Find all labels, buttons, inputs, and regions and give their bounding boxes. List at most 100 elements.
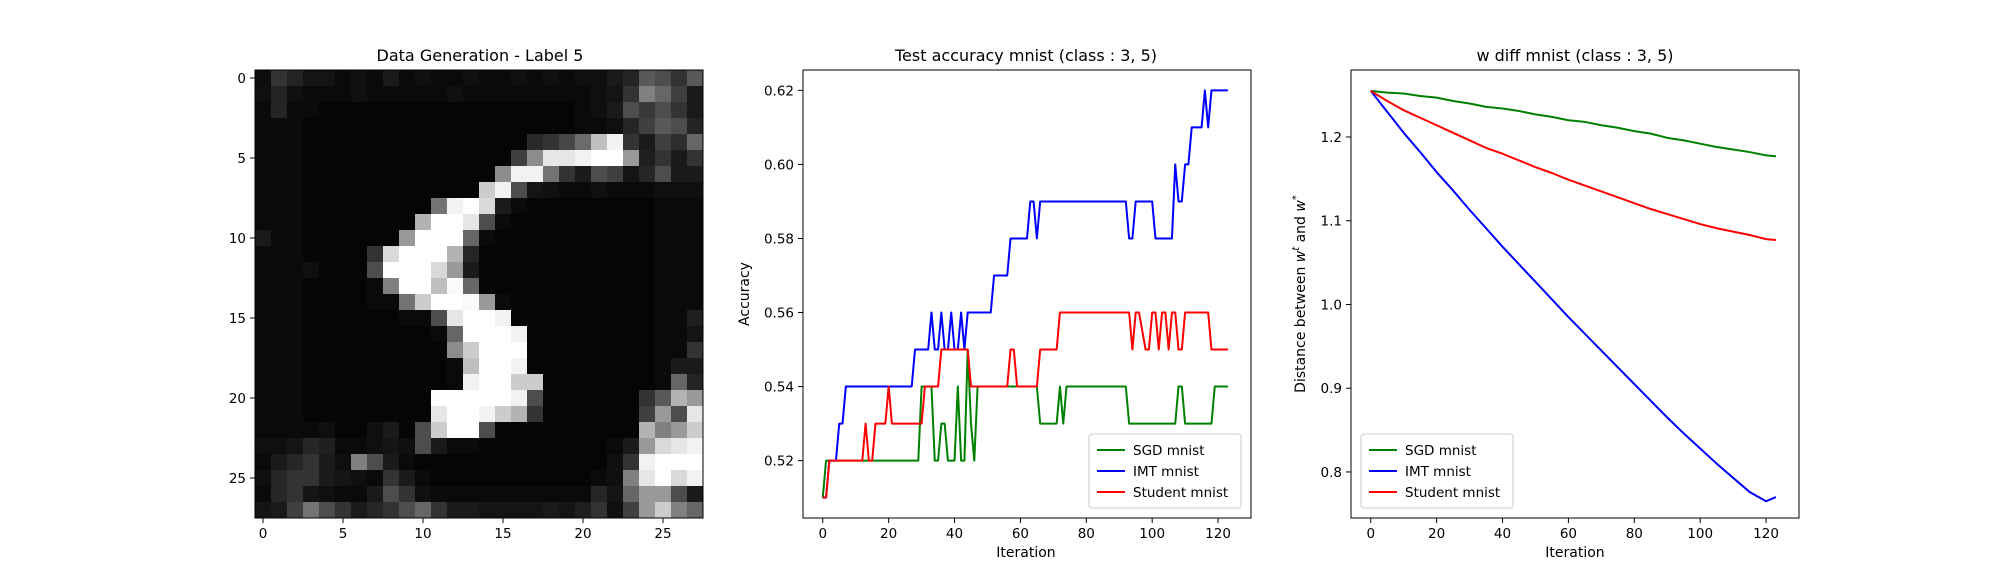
heatmap-cell — [271, 278, 288, 295]
heatmap-cell — [495, 182, 512, 199]
heatmap-cell — [255, 246, 272, 263]
heatmap-cell — [479, 278, 496, 295]
heatmap-cell — [415, 182, 432, 199]
heatmap-cell — [351, 102, 368, 119]
heatmap-cell — [383, 310, 400, 327]
heatmap-cell — [367, 438, 384, 455]
heatmap-cell — [335, 454, 352, 471]
heatmap-cell — [655, 326, 672, 343]
heatmap-cell — [367, 118, 384, 135]
heatmap-cell — [671, 150, 688, 167]
heatmap-cell — [543, 454, 560, 471]
heatmap-cell — [655, 342, 672, 359]
heatmap-cell — [431, 262, 448, 279]
heatmap-cell — [463, 278, 480, 295]
heatmap-cell — [271, 182, 288, 199]
heatmap-cell — [431, 390, 448, 407]
heatmap-cell — [623, 486, 640, 503]
heatmap-cell — [463, 486, 480, 503]
heatmap-cell — [319, 262, 336, 279]
legend-label: IMT mnist — [1405, 464, 1471, 480]
y-tick-label: 10 — [229, 231, 246, 247]
heatmap-cell — [527, 102, 544, 119]
heatmap-cell — [431, 406, 448, 423]
heatmap-cell — [511, 86, 528, 103]
heatmap-cell — [543, 374, 560, 391]
heatmap-cell — [287, 358, 304, 375]
heatmap-cell — [367, 262, 384, 279]
heatmap-cell — [591, 150, 608, 167]
x-tick-label: 5 — [339, 526, 348, 542]
heatmap-cell — [655, 438, 672, 455]
series-line — [1370, 89, 1777, 158]
x-tick-label: 100 — [1687, 526, 1713, 542]
heatmap-cell — [639, 374, 656, 391]
heatmap-cell — [607, 150, 624, 167]
heatmap-cell — [527, 134, 544, 151]
heatmap-cell — [639, 310, 656, 327]
heatmap-cell — [335, 134, 352, 151]
heatmap-cell — [255, 86, 272, 103]
heatmap-cell — [287, 118, 304, 135]
heatmap-cell — [303, 134, 320, 151]
heatmap-cell — [543, 230, 560, 247]
heatmap-cell — [495, 214, 512, 231]
y-tick-label: 0 — [237, 71, 246, 87]
heatmap-cell — [575, 438, 592, 455]
heatmap-cell — [639, 102, 656, 119]
y-tick-label: 0.8 — [1321, 465, 1342, 481]
heatmap-cell — [319, 182, 336, 199]
heatmap-cell — [687, 150, 704, 167]
heatmap-cell — [303, 438, 320, 455]
heatmap-cell — [511, 454, 528, 471]
heatmap-cell — [463, 198, 480, 215]
heatmap-cell — [319, 470, 336, 487]
heatmap-cell — [319, 134, 336, 151]
y-tick-label: 0.62 — [764, 83, 794, 99]
heatmap-cell — [431, 310, 448, 327]
heatmap-cell — [687, 166, 704, 183]
heatmap-cell — [463, 438, 480, 455]
heatmap-cell — [399, 278, 416, 295]
heatmap-cell — [543, 166, 560, 183]
heatmap-cell — [383, 422, 400, 439]
heatmap-cell — [399, 470, 416, 487]
heatmap-cell — [479, 390, 496, 407]
legend-label: SGD mnist — [1133, 443, 1205, 459]
heatmap-cell — [271, 374, 288, 391]
heatmap-cell — [607, 390, 624, 407]
heatmap-cell — [463, 182, 480, 199]
heatmap-cell — [271, 454, 288, 471]
heatmap-cell — [431, 134, 448, 151]
heatmap-cell — [639, 166, 656, 183]
heatmap-cell — [607, 198, 624, 215]
heatmap-cell — [271, 70, 288, 87]
heatmap-cell — [607, 230, 624, 247]
heatmap-cell — [527, 86, 544, 103]
heatmap-cell — [431, 230, 448, 247]
x-tick-label: 15 — [494, 526, 511, 542]
heatmap-cell — [479, 198, 496, 215]
heatmap-cell — [479, 182, 496, 199]
heatmap-cell — [399, 134, 416, 151]
heatmap-cell — [399, 118, 416, 135]
heatmap-cell — [303, 374, 320, 391]
heatmap-cell — [255, 294, 272, 311]
heatmap-cell — [591, 326, 608, 343]
heatmap-cell — [575, 326, 592, 343]
x-tick-label: 100 — [1139, 526, 1165, 542]
heatmap-cell — [287, 342, 304, 359]
heatmap-cell — [383, 70, 400, 87]
heatmap-cell — [639, 406, 656, 423]
heatmap-cell — [383, 470, 400, 487]
heatmap-cell — [479, 102, 496, 119]
heatmap-cell — [655, 182, 672, 199]
wdiff-y-axis: 0.8 0.9 1.0 1.1 1.2 — [1321, 130, 1351, 481]
heatmap-cell — [543, 358, 560, 375]
heatmap-cell — [655, 86, 672, 103]
heatmap-cell — [271, 150, 288, 167]
heatmap-cell — [559, 182, 576, 199]
heatmap-cell — [255, 406, 272, 423]
heatmap-cell — [383, 134, 400, 151]
